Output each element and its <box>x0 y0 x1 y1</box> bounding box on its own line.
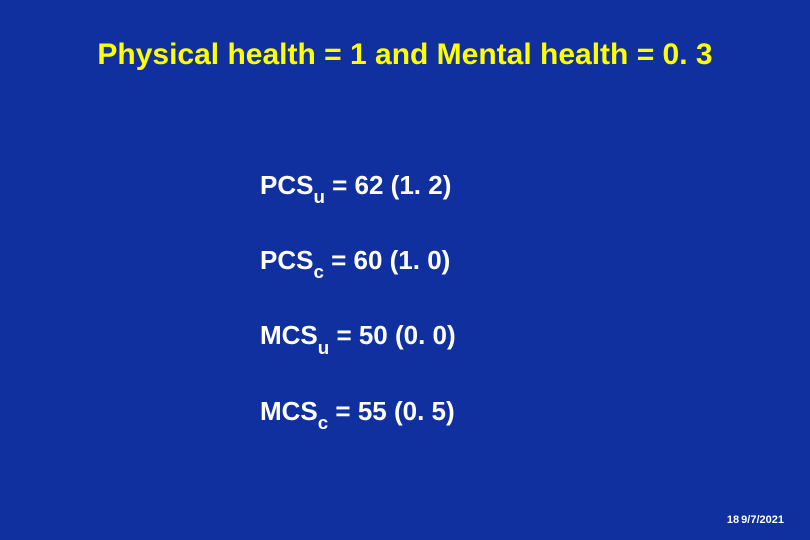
slide: Physical health = 1 and Mental health = … <box>0 0 810 540</box>
formula-var: MCS <box>260 396 318 426</box>
formula-sub: c <box>313 261 323 282</box>
formula-rest: = 55 (0. 5) <box>328 396 454 426</box>
formula-sub: u <box>313 186 324 207</box>
formula-sub: u <box>318 337 329 358</box>
formula-sub: c <box>318 412 328 433</box>
slide-body: PCSu = 62 (1. 2) PCSc = 60 (1. 0) MCSu =… <box>260 170 456 471</box>
page-number: 18 <box>727 514 739 526</box>
formula-rest: = 62 (1. 2) <box>325 170 451 200</box>
formula-line: MCSu = 50 (0. 0) <box>260 320 456 355</box>
formula-var: PCS <box>260 245 313 275</box>
formula-var: MCS <box>260 320 318 350</box>
formula-line: MCSc = 55 (0. 5) <box>260 396 456 431</box>
formula-rest: = 60 (1. 0) <box>324 245 450 275</box>
footer-date: 9/7/2021 <box>741 514 784 526</box>
slide-footer: 189/7/2021 <box>727 514 784 526</box>
slide-title: Physical health = 1 and Mental health = … <box>0 38 810 72</box>
formula-var: PCS <box>260 170 313 200</box>
formula-line: PCSc = 60 (1. 0) <box>260 245 456 280</box>
formula-line: PCSu = 62 (1. 2) <box>260 170 456 205</box>
formula-rest: = 50 (0. 0) <box>329 320 455 350</box>
